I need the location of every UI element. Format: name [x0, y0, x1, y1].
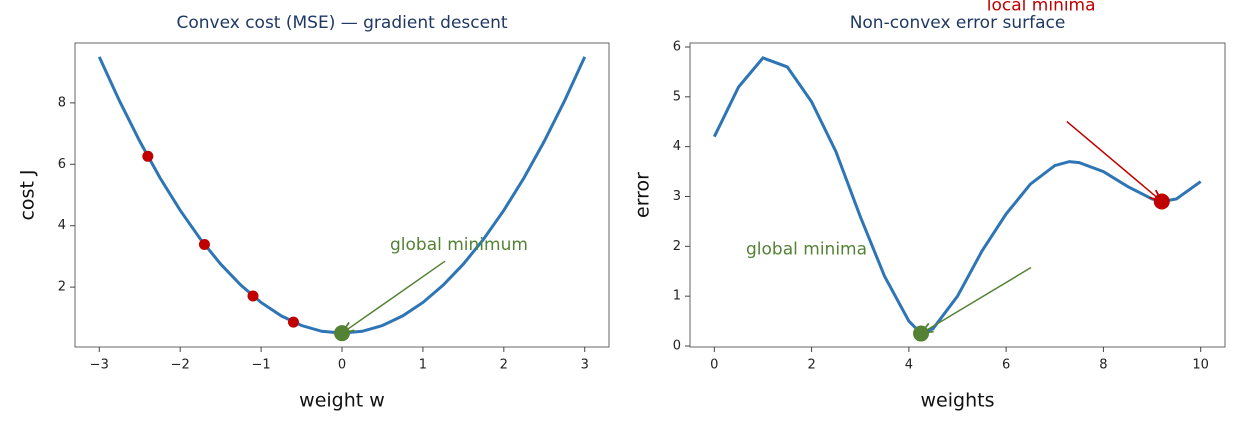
point: [198, 238, 210, 250]
x-tick-label: 0: [338, 358, 346, 373]
y-tick-label: 0: [673, 339, 681, 354]
chart-title: Convex cost (MSE) — gradient descent: [176, 13, 507, 33]
x-tick-label: 0: [710, 358, 718, 373]
annotation: global minimum: [390, 235, 528, 255]
point: [913, 325, 930, 342]
curve: [712, 56, 1202, 336]
annotation-arrow: [921, 266, 1032, 334]
chart-title: Non-convex error surface: [850, 13, 1066, 33]
x-tick-label: 6: [1002, 358, 1010, 373]
x-tick-label: 1: [419, 358, 427, 373]
plot-frame: [74, 42, 610, 348]
point: [142, 150, 154, 162]
y-tick-label: 4: [58, 218, 66, 233]
annotation-arrow: [1066, 120, 1162, 201]
x-tick-label: 4: [905, 358, 913, 373]
y-tick-label: 2: [58, 280, 66, 295]
y-tick-label: 3: [673, 189, 681, 204]
x-tick-label: −1: [252, 358, 271, 373]
y-axis-label: error: [632, 172, 654, 218]
point: [287, 316, 299, 328]
y-tick-label: 4: [673, 139, 681, 154]
x-axis-label: weight w: [299, 390, 385, 412]
point: [247, 290, 259, 302]
y-tick-label: 5: [673, 89, 681, 104]
y-tick-label: 8: [58, 95, 66, 110]
y-tick-label: 2: [673, 239, 681, 254]
y-tick-label: 6: [58, 157, 66, 172]
x-tick-label: 2: [500, 358, 508, 373]
x-tick-label: 2: [807, 358, 815, 373]
x-tick-label: −2: [171, 358, 190, 373]
x-tick-label: −3: [90, 358, 109, 373]
annotation: global minima: [746, 240, 867, 260]
plot-frame: [689, 42, 1226, 348]
x-tick-label: 8: [1099, 358, 1107, 373]
y-tick-label: 6: [673, 39, 681, 54]
curve: [97, 56, 587, 335]
y-tick-label: 1: [673, 289, 681, 304]
x-tick-label: 10: [1192, 358, 1209, 373]
y-axis-label: cost J: [17, 169, 39, 220]
x-tick-label: 3: [581, 358, 589, 373]
point: [1153, 193, 1170, 210]
x-axis-label: weights: [921, 390, 995, 412]
annotation-arrow: [342, 260, 446, 333]
annotation: local minima: [987, 0, 1096, 15]
point: [334, 325, 350, 342]
